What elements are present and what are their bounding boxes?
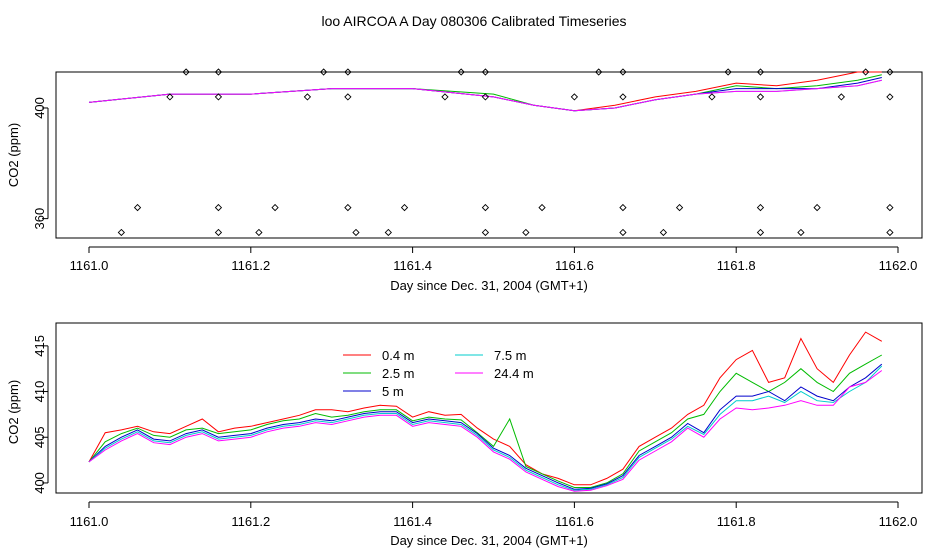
series-line-5-m — [88, 363, 883, 490]
diamond-marker — [344, 203, 352, 212]
diamond-marker — [886, 93, 894, 101]
x-tick-label: 1161.0 — [70, 514, 109, 529]
x-tick-label: 1161.2 — [231, 514, 270, 529]
diamond-marker — [837, 93, 846, 101]
diamond-marker — [133, 203, 142, 212]
legend-label: 5 m — [382, 384, 404, 399]
diamond-marker — [595, 68, 603, 76]
series-group-bottom — [88, 331, 883, 492]
plot-frame-bottom — [55, 322, 923, 494]
diamond-marker — [756, 93, 765, 101]
diamond-marker — [886, 68, 894, 76]
x-axis-label-top: Day since Dec. 31, 2004 (GMT+1) — [390, 278, 588, 293]
x-tick-label: 1161.8 — [717, 258, 756, 273]
marker-group-top — [117, 68, 894, 237]
diamond-marker — [522, 228, 530, 237]
diamond-marker — [659, 228, 668, 237]
y-tick-label: 415 — [32, 335, 47, 357]
diamond-marker — [708, 93, 716, 101]
series-line-7-5-m — [88, 365, 883, 491]
x-tick-label: 1161.4 — [393, 514, 432, 529]
diamond-marker — [797, 228, 805, 237]
timeseries-panel-bottom: 1161.0 1161.2 1161.4 1161.6 1161.8 1162.0 400… — [6, 322, 923, 548]
diamond-marker — [214, 203, 223, 212]
diamond-marker — [862, 68, 870, 76]
diamond-marker — [886, 203, 894, 212]
legend: 0.4 m 2.5 m 5 m 7.5 m 24.4 m — [343, 348, 534, 399]
y-tick-label: 400 — [32, 97, 47, 119]
diamond-marker — [481, 203, 490, 212]
diamond-marker — [538, 203, 546, 212]
x-tick-label: 1161.2 — [231, 258, 270, 273]
diamond-marker — [400, 203, 409, 212]
legend-label: 7.5 m — [494, 348, 527, 363]
diamond-marker — [384, 228, 392, 237]
x-tick-label: 1161.0 — [70, 258, 109, 273]
series-line-2-5-m — [88, 74, 882, 112]
diamond-marker — [481, 228, 490, 237]
timeseries-panel-top: 1161.0 1161.2 1161.4 1161.6 1161.8 1162.0 360… — [6, 68, 923, 293]
y-axis-label-bottom: CO2 (ppm) — [6, 380, 21, 444]
x-tick-label: 1161.6 — [555, 258, 594, 273]
y-axis-label-top: CO2 (ppm) — [6, 123, 21, 187]
diamond-marker — [344, 68, 352, 76]
diamond-marker — [481, 93, 490, 101]
x-axis-label-bottom: Day since Dec. 31, 2004 (GMT+1) — [390, 533, 588, 548]
y-tick-label: 360 — [32, 208, 47, 230]
diamond-marker — [271, 203, 279, 212]
diamond-marker — [214, 68, 223, 76]
diamond-marker — [182, 68, 190, 76]
diamond-marker — [214, 93, 223, 101]
y-tick-label: 410 — [32, 381, 47, 403]
series-line-24-4-m — [88, 370, 883, 492]
diamond-marker — [756, 228, 765, 237]
diamond-marker — [675, 203, 684, 212]
y-axis-top: 360 400 — [32, 97, 49, 230]
diamond-marker — [352, 228, 360, 237]
legend-label: 24.4 m — [494, 366, 534, 381]
y-tick-label: 405 — [32, 426, 47, 448]
diamond-marker — [619, 228, 627, 237]
diamond-marker — [756, 203, 765, 212]
diamond-marker — [117, 228, 125, 237]
chart-title: loo AIRCOA A Day 080306 Calibrated Times… — [321, 13, 626, 29]
x-tick-label: 1161.4 — [393, 258, 432, 273]
legend-label: 2.5 m — [382, 366, 415, 381]
diamond-marker — [756, 68, 765, 76]
series-group-top — [88, 71, 882, 112]
y-axis-bottom: 400 405 410 415 — [32, 335, 49, 494]
diamond-marker — [481, 68, 490, 76]
diamond-marker — [619, 68, 627, 76]
diamond-marker — [886, 228, 894, 237]
diamond-marker — [619, 203, 627, 212]
diamond-marker — [255, 228, 263, 237]
x-axis-top: 1161.0 1161.2 1161.4 1161.6 1161.8 1162.0 — [70, 246, 918, 273]
diamond-marker — [303, 93, 312, 101]
diamond-marker — [813, 203, 821, 212]
diamond-marker — [319, 68, 328, 76]
diamond-marker — [214, 228, 223, 237]
x-tick-label: 1161.8 — [717, 514, 756, 529]
y-tick-label: 400 — [32, 472, 47, 494]
diamond-marker — [344, 93, 352, 101]
diamond-marker — [570, 93, 579, 101]
diamond-marker — [724, 68, 732, 76]
series-line-24-4-m — [88, 79, 882, 112]
x-tick-label: 1162.0 — [879, 514, 918, 529]
x-tick-label: 1162.0 — [879, 258, 918, 273]
series-line-2-5-m — [88, 354, 883, 488]
series-line-0-4-m — [88, 331, 883, 486]
x-tick-label: 1161.6 — [555, 514, 594, 529]
diamond-marker — [457, 68, 465, 76]
diamond-marker — [619, 93, 627, 101]
legend-label: 0.4 m — [382, 348, 415, 363]
x-axis-bottom: 1161.0 1161.2 1161.4 1161.6 1161.8 1162.0 — [70, 501, 918, 529]
diamond-marker — [441, 93, 449, 101]
diamond-marker — [166, 93, 174, 101]
